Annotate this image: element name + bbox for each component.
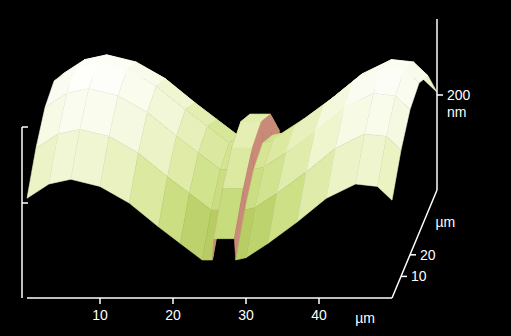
svg-text:200: 200	[447, 87, 471, 103]
svg-text:µm: µm	[355, 310, 375, 326]
svg-text:nm: nm	[447, 104, 466, 120]
svg-text:40: 40	[311, 307, 327, 323]
svg-text:20: 20	[420, 247, 436, 263]
svg-text:10: 10	[92, 307, 108, 323]
svg-text:10: 10	[411, 268, 427, 284]
svg-text:µm: µm	[436, 214, 456, 230]
svg-text:20: 20	[165, 307, 181, 323]
svg-text:30: 30	[238, 307, 254, 323]
